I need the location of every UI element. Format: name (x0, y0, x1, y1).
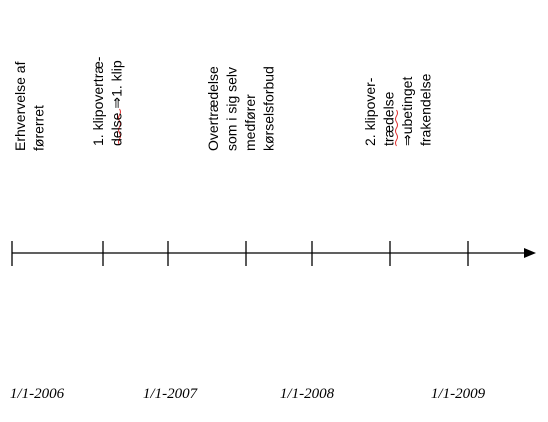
event-label: delse ⇒1. klip (109, 60, 125, 146)
date-label: 1/1-2006 (10, 386, 65, 402)
event-label: medfører (242, 94, 258, 151)
event-label: som i sig selv (224, 67, 240, 151)
spell-underline (118, 108, 121, 146)
event-label: førerret (31, 105, 47, 151)
date-label: 1/1-2007 (143, 386, 199, 402)
event-label: frakendelse (418, 73, 434, 146)
event-label: kørselsforbud (261, 66, 277, 151)
event-label: ⇒ubetinget (399, 77, 415, 146)
event-label: Erhvervelse af (12, 61, 28, 151)
date-label: 1/1-2009 (431, 386, 486, 402)
date-label: 1/1-2008 (280, 386, 335, 402)
ticks (11, 241, 469, 266)
event-label: 2. klipover- (362, 77, 378, 146)
event-label: trædelse (381, 91, 397, 146)
event-label: 1. klipovertræ- (90, 56, 106, 146)
spell-underline (395, 109, 398, 147)
event-label: Overtrædelse (205, 66, 221, 151)
axis-arrow (524, 248, 536, 258)
